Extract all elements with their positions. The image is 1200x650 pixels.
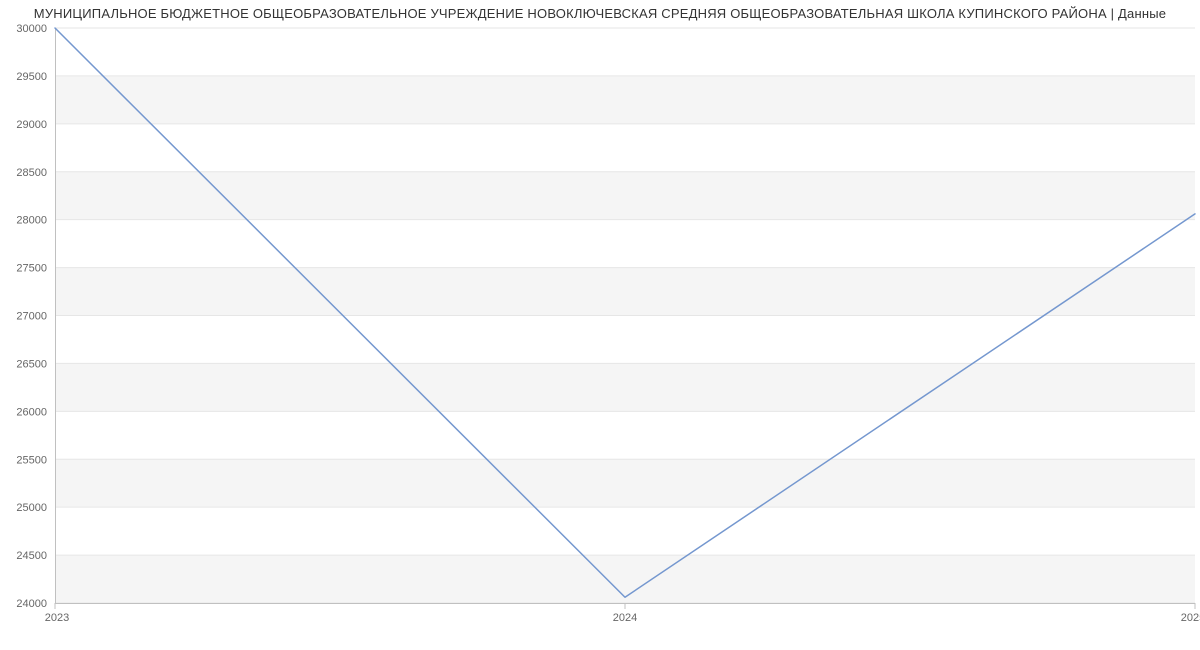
grid-band bbox=[55, 172, 1195, 220]
y-tick-label: 24000 bbox=[16, 598, 47, 610]
y-tick-label: 28500 bbox=[16, 167, 47, 179]
x-tick-label: 2024 bbox=[613, 612, 637, 624]
y-tick-label: 29000 bbox=[16, 119, 47, 131]
chart-svg: 2400024500250002550026000265002700027500… bbox=[55, 28, 1195, 628]
chart-container: МУНИЦИПАЛЬНОЕ БЮДЖЕТНОЕ ОБЩЕОБРАЗОВАТЕЛЬ… bbox=[0, 0, 1200, 650]
y-tick-label: 25000 bbox=[16, 502, 47, 514]
y-tick-label: 24500 bbox=[16, 550, 47, 562]
grid-band bbox=[55, 363, 1195, 411]
x-tick-label: 2023 bbox=[45, 612, 69, 624]
chart-plot-area: 2400024500250002550026000265002700027500… bbox=[55, 28, 1195, 603]
grid-band bbox=[55, 268, 1195, 316]
grid-band bbox=[55, 459, 1195, 507]
x-tick-label: 2025 bbox=[1181, 612, 1200, 624]
y-tick-label: 28000 bbox=[16, 215, 47, 227]
y-tick-label: 30000 bbox=[16, 23, 47, 35]
grid-band bbox=[55, 555, 1195, 603]
y-tick-label: 29500 bbox=[16, 71, 47, 83]
grid-band bbox=[55, 76, 1195, 124]
y-tick-label: 25500 bbox=[16, 454, 47, 466]
y-tick-label: 27000 bbox=[16, 311, 47, 323]
y-tick-label: 26500 bbox=[16, 358, 47, 370]
chart-title: МУНИЦИПАЛЬНОЕ БЮДЖЕТНОЕ ОБЩЕОБРАЗОВАТЕЛЬ… bbox=[0, 6, 1200, 21]
y-tick-label: 27500 bbox=[16, 263, 47, 275]
y-tick-label: 26000 bbox=[16, 406, 47, 418]
